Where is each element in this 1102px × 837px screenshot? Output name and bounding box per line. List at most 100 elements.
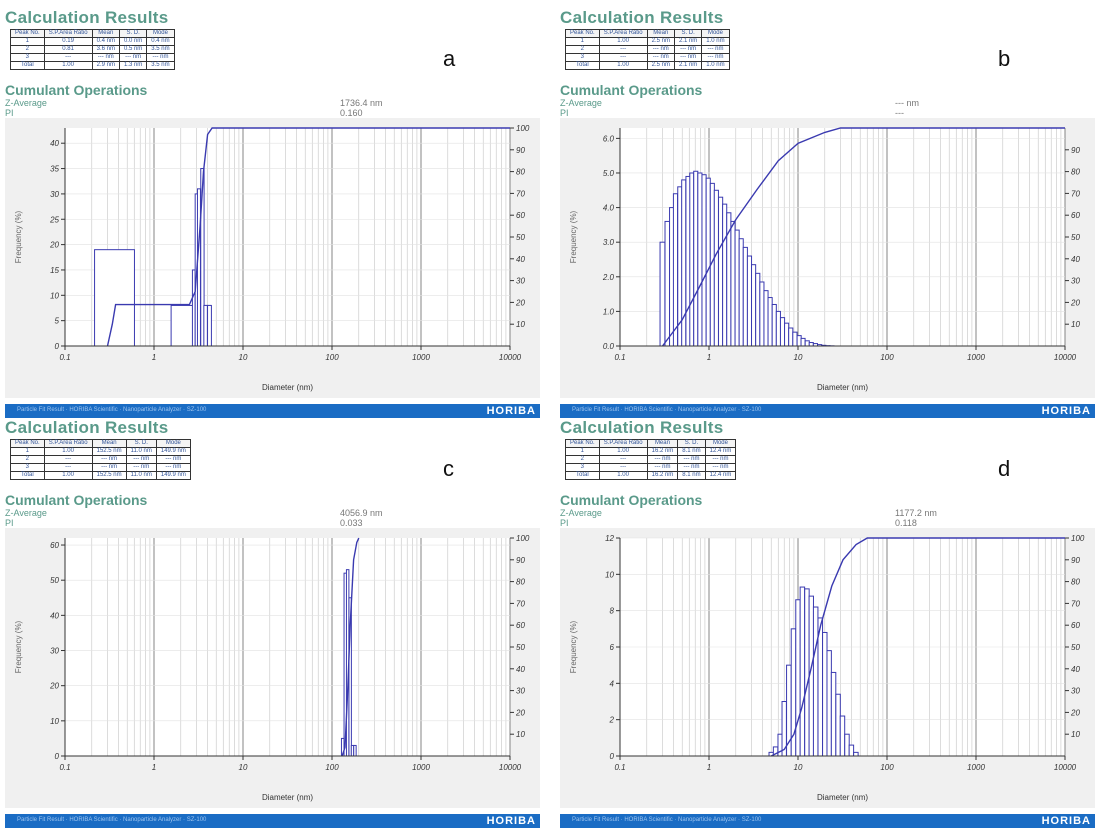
table-cell: 2	[565, 45, 600, 54]
results-table: Peak No. S.P.Area Ratio Mean S. D. Mode 1 0.19…	[10, 29, 175, 70]
table-row: Total 1.00 2.9 nm 1.3 nm 3.5 nm	[10, 61, 175, 70]
table-cell: 16.2 nm	[646, 447, 679, 456]
y-tick-label: 10	[605, 570, 614, 579]
histogram-bar	[751, 264, 757, 347]
y-tick-label: 6	[610, 643, 615, 652]
y-tick-label: 15	[50, 266, 59, 275]
y-tick-label: 10	[50, 717, 59, 726]
y-tick-label: 20	[49, 241, 59, 250]
table-cell: 1.0 nm	[701, 61, 730, 70]
y2-tick-label: 20	[1070, 708, 1080, 717]
histogram-bar	[763, 290, 769, 347]
histogram-bar	[830, 671, 837, 757]
footer-bar: Particle Fit Result · HORIBA Scientific …	[5, 404, 540, 418]
table-cell: 2	[565, 455, 600, 464]
y2-tick-label: 80	[1071, 578, 1080, 587]
y2-tick-label: 80	[516, 168, 525, 177]
cumulant-title: Cumulant Operations	[560, 82, 703, 98]
table-cell: --- nm	[646, 455, 679, 464]
x-axis-label: Diameter (nm)	[262, 793, 313, 802]
x-axis-label: Diameter (nm)	[817, 793, 868, 802]
histogram-bar	[705, 177, 711, 347]
histogram-bar	[779, 317, 786, 347]
x-tick-label: 10000	[1054, 763, 1077, 772]
histogram-bar	[701, 174, 707, 347]
y-tick-label: 2	[609, 716, 615, 725]
y-tick-label: 6.0	[603, 134, 615, 143]
y-axis-label: Frequency (%)	[14, 210, 23, 263]
z-average-value: 1736.4 nm	[340, 98, 383, 108]
histogram-bar	[808, 342, 814, 347]
table-header-cell: S.P.Area Ratio	[43, 439, 93, 448]
histogram-bar	[804, 340, 810, 347]
table-cell: --- nm	[146, 53, 175, 62]
table-header-cell: Peak No.	[10, 439, 45, 448]
table-cell: 0.0 nm	[118, 37, 148, 46]
y-axis-label: Frequency (%)	[569, 210, 578, 263]
z-average-value: --- nm	[895, 98, 919, 108]
y-tick-label: 25	[49, 215, 59, 224]
table-cell: --- nm	[118, 53, 148, 62]
table-cell: 149.9 nm	[155, 471, 191, 480]
y2-tick-label: 90	[1071, 556, 1080, 565]
pi-label: PI	[560, 108, 569, 118]
table-cell: 1.3 nm	[118, 61, 148, 70]
y2-tick-label: 20	[1070, 298, 1080, 307]
x-axis-label: Diameter (nm)	[262, 383, 313, 392]
table-header-cell: S. D.	[677, 439, 706, 448]
y-tick-label: 3.0	[603, 238, 615, 247]
histogram-bar	[804, 588, 810, 757]
table-cell: 2	[10, 45, 45, 54]
x-tick-label: 10	[239, 763, 248, 772]
cumulative-curve	[341, 537, 360, 757]
x-tick-label: 0.1	[59, 353, 70, 362]
cumulative-curve	[770, 537, 1065, 757]
x-tick-label: 1	[152, 353, 156, 362]
plot-background	[65, 128, 510, 346]
table-cell: 0.19	[43, 37, 93, 46]
pi-value: ---	[895, 108, 904, 118]
table-header-row: Peak No. S.P.Area Ratio Mean S. D. Mode	[10, 439, 191, 448]
table-row: 2 --- --- nm --- nm --- nm	[565, 45, 730, 54]
table-cell: --- nm	[155, 463, 191, 472]
y2-tick-label: 70	[516, 189, 525, 198]
y-tick-label: 20	[49, 682, 59, 691]
z-average-label: Z-Average	[5, 508, 47, 518]
y2-tick-label: 40	[516, 255, 525, 264]
y2-tick-label: 80	[1071, 168, 1080, 177]
table-cell: --- nm	[125, 455, 157, 464]
x-tick-label: 0.1	[614, 353, 625, 362]
plot-area: 0 10 20 30 40 50 60 10 20 30 40 50 60 70 80 90 100 0.1 1 10…	[5, 528, 540, 808]
table-cell: 1	[565, 37, 600, 46]
table-cell: --- nm	[701, 45, 730, 54]
y2-tick-label: 30	[516, 687, 525, 696]
y2-tick-label: 50	[516, 233, 525, 242]
footer-bar: Particle Fit Result · HORIBA Scientific …	[560, 814, 1095, 828]
table-row: 1 1.00 16.2 nm 8.1 nm 12.4 nm	[565, 447, 737, 456]
histogram-bar	[738, 238, 744, 347]
x-tick-label: 10000	[499, 763, 522, 772]
table-cell: 3.5 nm	[146, 45, 175, 54]
table-header-row: Peak No. S.P.Area Ratio Mean S. D. Mode	[565, 29, 730, 38]
table-cell: 1.00	[598, 447, 648, 456]
chart-panel-a: Calculation Results Peak No. S.P.Area Rati…	[5, 8, 540, 418]
table-cell: 2.1 nm	[673, 37, 703, 46]
panel-letter: b	[998, 46, 1011, 71]
table-header-row: Peak No. S.P.Area Ratio Mean S. D. Mode	[10, 29, 175, 38]
table-cell: 2	[10, 455, 45, 464]
y-tick-label: 1.0	[603, 307, 615, 316]
cumulant-title: Cumulant Operations	[5, 492, 148, 508]
y2-tick-label: 70	[516, 599, 525, 608]
y-axis-label: Frequency (%)	[14, 620, 23, 673]
chart-svg: 0 10 20 30 40 50 60 10 20 30 40 50 60 70 80 90 100 0.1 1 10…	[14, 534, 530, 802]
x-tick-label: 1	[707, 763, 711, 772]
table-header-cell: Mode	[146, 29, 175, 38]
table-row: 3 --- --- nm --- nm --- nm	[565, 53, 730, 62]
x-axis-label: Diameter (nm)	[817, 383, 868, 392]
table-cell: 0.5 nm	[118, 45, 148, 54]
table-cell: 1.00	[598, 471, 648, 480]
table-cell: ---	[43, 463, 93, 472]
table-row: 1 0.19 0.4 nm 0.0 nm 0.4 nm	[10, 37, 175, 46]
x-tick-label: 1000	[412, 353, 430, 362]
histogram-bar	[853, 751, 859, 757]
